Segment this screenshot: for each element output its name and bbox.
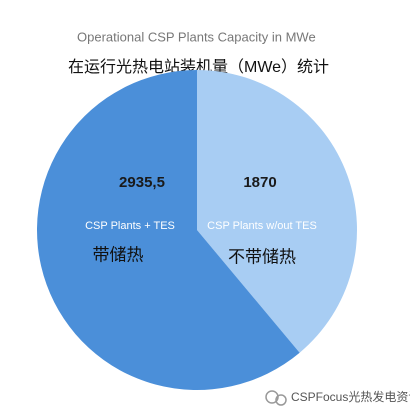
chart-title: Operational CSP Plants Capacity in MWe (77, 29, 316, 44)
category-label: CSP Plants w/out TES (207, 220, 317, 232)
watermark: CSPFocus光热发电资讯 (265, 389, 410, 406)
watermark-icon (265, 390, 279, 404)
category-label: CSP Plants + TES (85, 220, 175, 232)
watermark-icon (275, 394, 287, 406)
pie-slice (197, 70, 357, 353)
chart-subtitle: 在运行光热电站装机量（MWe）统计 (68, 58, 329, 76)
pie-slice (37, 70, 300, 390)
annotation: 带储热 (93, 245, 144, 264)
watermark-text: CSPFocus光热发电资讯 (291, 389, 410, 404)
annotation: 不带储热 (228, 247, 296, 266)
value-label: 1870 (243, 174, 276, 191)
value-label: 2935,5 (119, 174, 165, 191)
